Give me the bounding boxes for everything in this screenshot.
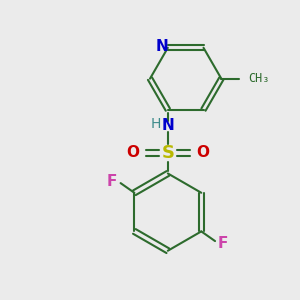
Text: CH₃: CH₃: [249, 72, 270, 85]
Text: N: N: [161, 118, 174, 134]
Text: F: F: [217, 236, 228, 251]
Text: O: O: [126, 145, 139, 160]
Text: H: H: [150, 117, 161, 131]
Text: F: F: [107, 174, 118, 189]
Text: S: S: [161, 144, 174, 162]
Text: O: O: [196, 145, 209, 160]
Text: N: N: [156, 39, 169, 54]
